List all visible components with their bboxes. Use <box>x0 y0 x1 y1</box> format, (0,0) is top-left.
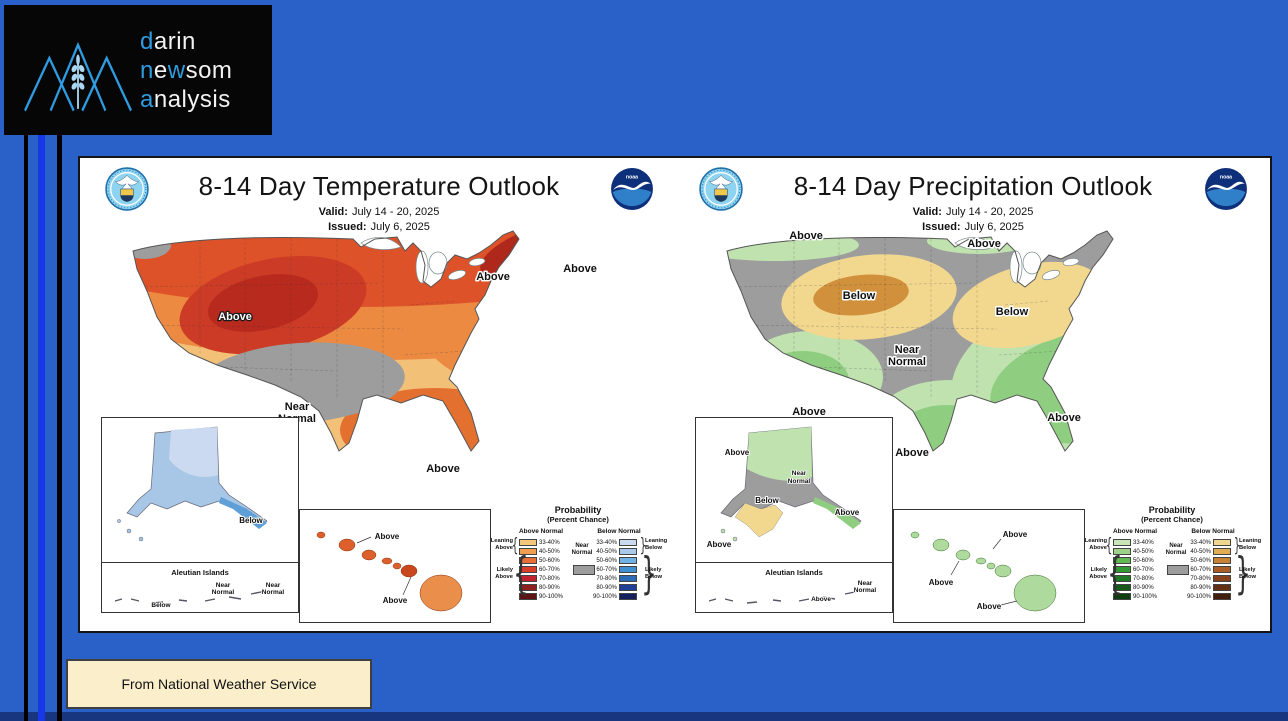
left-accent-stripe-black-2 <box>57 135 62 721</box>
svg-text:Normal: Normal <box>212 589 235 596</box>
precipitation-hawaii-inset: Above Above Above <box>893 509 1085 623</box>
svg-text:Above: Above <box>218 311 252 323</box>
svg-text:Above: Above <box>426 463 460 475</box>
near-normal-swatch <box>1167 565 1189 575</box>
brand-logo: darin newsom analysis <box>4 5 272 135</box>
brace-icon: } <box>1233 534 1241 556</box>
svg-text:Above: Above <box>792 406 826 418</box>
svg-text:Above: Above <box>929 578 954 587</box>
svg-text:Below: Below <box>239 516 263 525</box>
svg-text:Above: Above <box>383 596 408 605</box>
svg-text:Above: Above <box>375 532 400 541</box>
brand-wordmark: darin newsom analysis <box>140 28 233 113</box>
brace-icon: { <box>1105 534 1113 556</box>
svg-text:Near: Near <box>266 582 281 589</box>
svg-text:Normal: Normal <box>888 356 926 368</box>
left-accent-stripe-black-1 <box>24 135 28 721</box>
svg-text:Above: Above <box>707 540 732 549</box>
svg-text:Above: Above <box>811 596 831 603</box>
svg-text:Near: Near <box>285 401 310 413</box>
svg-text:Near: Near <box>216 582 231 589</box>
temperature-hawaii-inset: Above Above <box>299 509 491 623</box>
brace-icon: { <box>513 548 529 599</box>
brace-icon: { <box>1107 548 1123 599</box>
svg-text:Below: Below <box>843 290 876 302</box>
svg-text:Near: Near <box>792 470 807 477</box>
svg-text:Above: Above <box>1047 412 1081 424</box>
svg-text:Near: Near <box>858 580 873 587</box>
caption-box: From National Weather Service <box>66 659 372 709</box>
svg-text:Below: Below <box>755 496 779 505</box>
temperature-legend: Probability (Percent Chance) Above Norma… <box>490 505 668 601</box>
precipitation-alaska-inset: Above Near Normal Below Above Above Aleu… <box>695 417 893 613</box>
legend-below-rows: 33-40% 40-50% 50-60% 60-70% 70-80% 80-90% 90-1… <box>1187 538 1231 601</box>
legend-above-rows: 33-40% 40-50% 50-60% 60-70% 70-80% 80-90% 90-1… <box>519 538 563 601</box>
svg-text:noaa: noaa <box>626 175 638 181</box>
svg-text:Above: Above <box>789 230 823 242</box>
svg-text:Aleutian Islands: Aleutian Islands <box>765 568 823 577</box>
noaa-logo-icon: noaa <box>1205 168 1247 210</box>
nws-doc-seal-icon <box>699 167 743 211</box>
svg-text:Above: Above <box>895 447 929 459</box>
mountains-wheat-logo-icon <box>24 41 132 112</box>
svg-text:Below: Below <box>151 602 171 609</box>
svg-text:Aleutian Islands: Aleutian Islands <box>171 568 229 577</box>
brace-icon: } <box>1235 548 1251 599</box>
nws-doc-seal-icon <box>105 167 149 211</box>
brace-icon: { <box>511 534 519 556</box>
svg-text:Normal: Normal <box>854 587 877 594</box>
svg-text:Near: Near <box>895 344 920 356</box>
issued-line: Issued: July 6, 2025 <box>328 221 430 233</box>
svg-text:Above: Above <box>967 238 1001 250</box>
noaa-logo-icon: noaa <box>611 168 653 210</box>
svg-text:Normal: Normal <box>788 478 811 485</box>
content-panel: 8-14 Day Temperature Outlook noaa Valid:… <box>78 156 1272 633</box>
issued-line: Issued: July 6, 2025 <box>922 221 1024 233</box>
temperature-title: 8-14 Day Temperature Outlook <box>198 171 560 201</box>
legend-above-rows: 33-40% 40-50% 50-60% 60-70% 70-80% 80-90% 90-1… <box>1113 538 1157 601</box>
svg-text:Above: Above <box>476 271 510 283</box>
valid-line: Valid: July 14 - 20, 2025 <box>912 206 1034 218</box>
valid-line: Valid: July 14 - 20, 2025 <box>318 206 440 218</box>
precipitation-map-figure: 8-14 Day Precipitation Outlook noaa Vali… <box>683 161 1263 632</box>
brace-icon: } <box>639 534 647 556</box>
left-accent-stripe-blue <box>38 135 45 721</box>
bottom-bar <box>0 712 1288 721</box>
precipitation-conus-map: Above Above Below Below Near Normal Abov… <box>726 229 1114 461</box>
svg-text:Below: Below <box>996 306 1029 318</box>
svg-text:Above: Above <box>725 448 750 457</box>
near-normal-swatch <box>573 565 595 575</box>
svg-text:Above: Above <box>563 263 597 275</box>
legend-below-rows: 33-40% 40-50% 50-60% 60-70% 70-80% 80-90% 90-1… <box>593 538 637 601</box>
precipitation-legend: Probability (Percent Chance) Above Norma… <box>1084 505 1262 601</box>
precipitation-title: 8-14 Day Precipitation Outlook <box>793 171 1153 201</box>
temperature-alaska-inset: Below Aleutian Islands Near Normal Near … <box>101 417 299 613</box>
temperature-conus-map: Above Above Above Above Near Normal <box>132 230 598 477</box>
svg-text:noaa: noaa <box>1220 175 1232 181</box>
temperature-map-figure: 8-14 Day Temperature Outlook noaa Valid:… <box>89 161 669 632</box>
svg-text:Above: Above <box>977 602 1002 611</box>
svg-text:Above: Above <box>835 508 860 517</box>
caption-text: From National Weather Service <box>121 676 317 692</box>
svg-text:Normal: Normal <box>262 589 285 596</box>
svg-text:Above: Above <box>1003 530 1028 539</box>
brace-icon: } <box>641 548 657 599</box>
